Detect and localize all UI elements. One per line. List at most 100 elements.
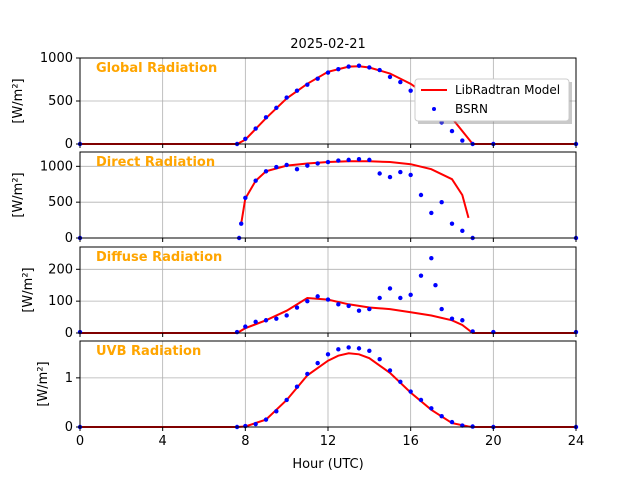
x-tick-label: 24	[568, 434, 585, 449]
bsrn-data-point	[429, 406, 434, 411]
panel-direct-radiation: 0 500 1000 Direct Radiation [W/m²]	[11, 151, 579, 246]
x-tick-label: 0	[76, 434, 84, 449]
bsrn-data-point	[408, 389, 413, 394]
bsrn-data-point	[433, 283, 438, 288]
panel-title: Direct Radiation	[96, 155, 215, 170]
legend-bsrn-label: BSRN	[455, 102, 488, 116]
bsrn-data-point	[398, 169, 403, 175]
bsrn-data-point	[336, 302, 341, 307]
bsrn-data-point	[274, 409, 279, 414]
bsrn-data-point	[398, 295, 403, 301]
bsrn-data-point	[284, 313, 289, 318]
bsrn-data-point	[336, 158, 341, 163]
y-axis-label: [W/m²]	[11, 172, 26, 217]
bsrn-data-point	[336, 66, 341, 72]
bsrn-data-point	[460, 228, 465, 234]
bsrn-data-point	[315, 76, 320, 81]
y-tick-label: 1000	[40, 159, 73, 174]
x-axis-label: Hour (UTC)	[292, 457, 363, 472]
bsrn-data-point	[243, 136, 248, 142]
bsrn-data-point	[263, 417, 269, 422]
bsrn-data-point	[449, 316, 455, 321]
y-tick-label: 0	[65, 231, 73, 246]
bsrn-data-point	[305, 371, 310, 377]
bsrn-data-point	[346, 345, 351, 350]
bsrn-data-point	[367, 306, 372, 312]
x-tick-label: 12	[320, 434, 337, 449]
bsrn-data-point	[346, 64, 351, 69]
bsrn-data-point	[429, 210, 434, 216]
bsrn-data-point	[325, 297, 331, 302]
y-tick-label: 1	[65, 371, 73, 386]
bsrn-data-point	[284, 397, 289, 403]
x-tick-label: 8	[241, 434, 249, 449]
bsrn-data-point	[263, 115, 269, 120]
y-tick-label: 1000	[40, 51, 73, 66]
bsrn-data-point	[305, 163, 310, 168]
bsrn-data-point	[439, 199, 444, 205]
bsrn-data-point	[377, 356, 382, 362]
model-series-line	[240, 160, 470, 224]
bsrn-data-point	[356, 63, 362, 68]
bsrn-data-point	[234, 329, 240, 335]
x-tick-label: 4	[159, 434, 167, 449]
bsrn-data-point	[449, 128, 455, 134]
bsrn-data-point	[356, 156, 362, 162]
bsrn-data-point	[336, 347, 341, 352]
y-axis-label: [W/m²]	[21, 267, 36, 312]
y-tick-label: 200	[48, 262, 73, 277]
bsrn-data-point	[263, 318, 269, 323]
bsrn-data-point	[367, 157, 372, 163]
bsrn-data-point	[377, 67, 382, 73]
bsrn-data-point	[387, 174, 393, 180]
bsrn-data-point	[377, 295, 382, 301]
bsrn-data-point	[294, 384, 300, 389]
bsrn-data-point	[429, 255, 434, 261]
bsrn-data-point	[253, 126, 258, 131]
legend: LibRadtran Model BSRN	[414, 78, 572, 124]
bsrn-data-point	[243, 195, 248, 201]
bsrn-data-point	[284, 162, 289, 168]
y-tick-label: 0	[65, 420, 73, 435]
bsrn-data-point	[294, 305, 300, 310]
bsrn-data-point	[263, 169, 269, 174]
bsrn-data-point	[274, 316, 279, 321]
y-tick-label: 0	[65, 137, 73, 152]
bsrn-data-point	[274, 164, 279, 170]
bsrn-data-point	[418, 273, 424, 278]
bsrn-data-point	[408, 292, 413, 297]
bsrn-data-point	[356, 308, 362, 313]
bsrn-data-point	[408, 172, 413, 178]
y-tick-label: 100	[48, 294, 73, 309]
y-axis-label: [W/m²]	[11, 78, 26, 123]
model-series-line	[80, 352, 576, 428]
bsrn-data-point	[449, 419, 455, 425]
panel-global-radiation: 0 500 1000 Global Radiation [W/m²]	[11, 51, 579, 152]
bsrn-data-point	[418, 192, 424, 198]
bsrn-data-point	[305, 82, 310, 87]
bsrn-data-point	[315, 294, 320, 299]
bsrn-data-point	[294, 88, 300, 93]
bsrn-data-point	[449, 221, 455, 226]
bsrn-data-point	[367, 348, 372, 354]
panel-title: Global Radiation	[96, 61, 217, 76]
bsrn-data-point	[325, 352, 331, 357]
bsrn-data-point	[377, 171, 382, 176]
bsrn-data-point	[418, 397, 424, 403]
legend-box	[414, 78, 570, 122]
bsrn-data-point	[387, 74, 393, 80]
panel-diffuse-radiation: 0 100 200 Diffuse Radiation [W/m²]	[21, 246, 579, 341]
bsrn-data-point	[460, 318, 465, 323]
bsrn-data-point	[398, 379, 403, 384]
bsrn-data-point	[315, 360, 320, 366]
panel-uvb-radiation: 0 1 0 4 8 12 16 20 24 UVB Radiation [W/m²]	[36, 340, 585, 449]
bsrn-data-point	[253, 178, 258, 183]
bsrn-data-point	[346, 157, 351, 163]
bsrn-data-point	[439, 306, 444, 312]
y-tick-label: 0	[65, 326, 73, 341]
bsrn-data-point	[408, 88, 413, 93]
bsrn-data-point	[274, 105, 279, 111]
bsrn-data-point	[367, 65, 372, 70]
